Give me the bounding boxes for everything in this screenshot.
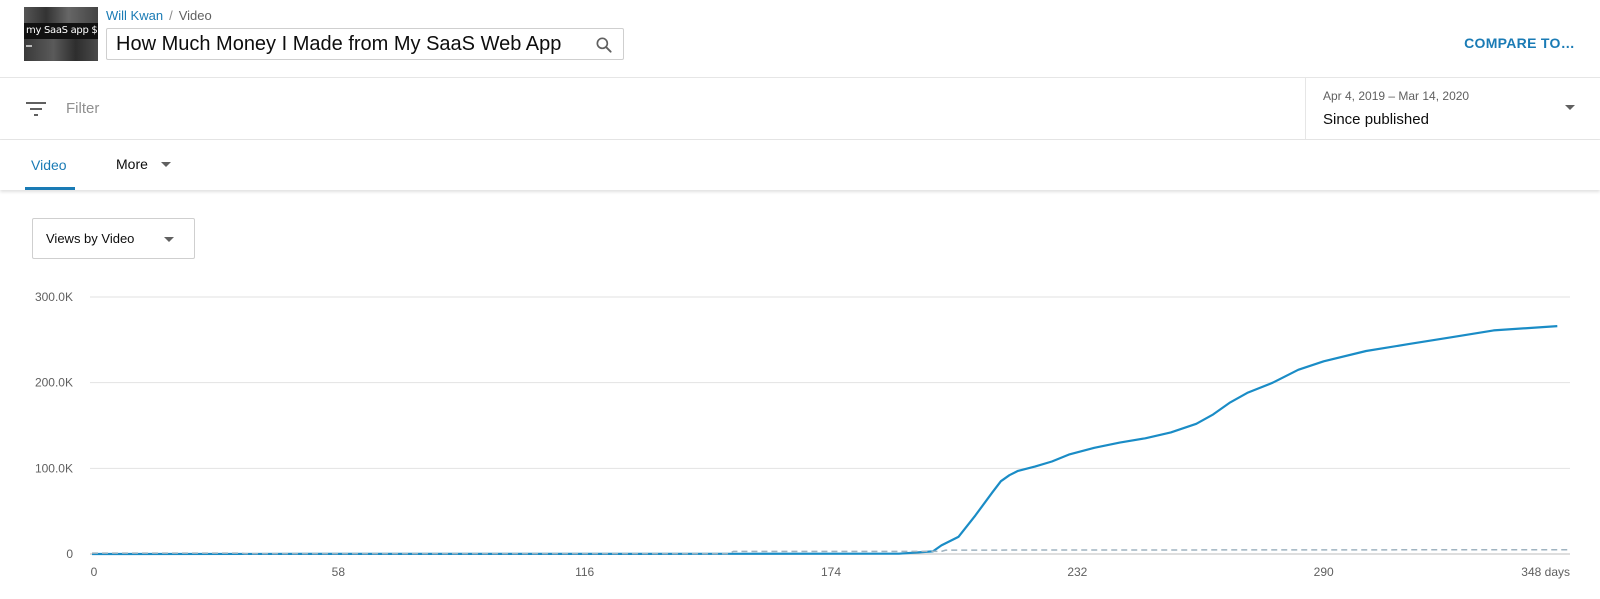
series-line-views	[91, 325, 1558, 556]
x-tick-label: 174	[821, 565, 841, 579]
series-line-baseline	[92, 548, 1571, 555]
y-tick-label: 0	[66, 547, 73, 561]
caret-down-icon[interactable]	[161, 162, 171, 167]
y-tick-label: 100.0K	[35, 461, 73, 475]
thumbnail-mark	[26, 45, 32, 47]
thumbnail-background-top	[24, 7, 98, 23]
x-tick-label: 58	[332, 565, 346, 579]
date-range-picker[interactable]: Apr 4, 2019 – Mar 14, 2020 Since publish…	[1305, 78, 1600, 140]
x-tick-label: 348 days	[1521, 565, 1570, 579]
caret-down-icon	[164, 237, 174, 242]
breadcrumb: Will Kwan / Video	[106, 8, 212, 23]
video-thumbnail[interactable]: my SaaS app $$$	[24, 7, 98, 61]
video-header: my SaaS app $$$ Will Kwan / Video How Much…	[0, 0, 1600, 78]
metric-dropdown[interactable]: Views by Video	[32, 218, 195, 259]
x-tick-label: 290	[1314, 565, 1334, 579]
search-icon[interactable]	[594, 35, 614, 55]
breadcrumb-section: Video	[178, 8, 212, 23]
caret-down-icon	[1565, 105, 1575, 110]
y-tick-label: 300.0K	[35, 290, 73, 304]
tab-bar: Video More	[0, 140, 1600, 190]
filter-bar: Filter Apr 4, 2019 – Mar 14, 2020 Since …	[0, 78, 1600, 140]
metric-dropdown-label: Views by Video	[46, 231, 135, 246]
tab-video[interactable]: Video	[25, 140, 75, 190]
video-title-selector[interactable]: How Much Money I Made from My SaaS Web A…	[106, 28, 624, 60]
thumbnail-background-bottom	[24, 39, 98, 61]
x-tick-label: 0	[91, 565, 98, 579]
thumbnail-caption: my SaaS app $$$	[26, 25, 98, 36]
compare-to-button[interactable]: COMPARE TO…	[1464, 35, 1575, 51]
tab-more[interactable]: More	[116, 156, 148, 172]
video-title: How Much Money I Made from My SaaS Web A…	[116, 33, 562, 55]
x-tick-label: 116	[575, 565, 594, 579]
date-range-text: Apr 4, 2019 – Mar 14, 2020	[1323, 89, 1470, 103]
filter-input[interactable]: Filter	[66, 100, 100, 117]
breadcrumb-channel-link[interactable]: Will Kwan	[106, 8, 164, 23]
tab-video-label: Video	[31, 157, 67, 173]
y-tick-label: 200.0K	[35, 376, 73, 390]
breadcrumb-separator: /	[169, 8, 173, 23]
thumbnail-caption-band	[24, 23, 98, 39]
filter-icon[interactable]	[26, 100, 48, 118]
views-line-chart: 0 100.0K 200.0K 300.0K 0 58 116 174 232 290 348 da…	[35, 290, 1571, 579]
date-preset-label: Since published	[1323, 111, 1429, 128]
x-tick-label: 232	[1067, 565, 1087, 579]
active-tab-indicator	[25, 187, 75, 190]
